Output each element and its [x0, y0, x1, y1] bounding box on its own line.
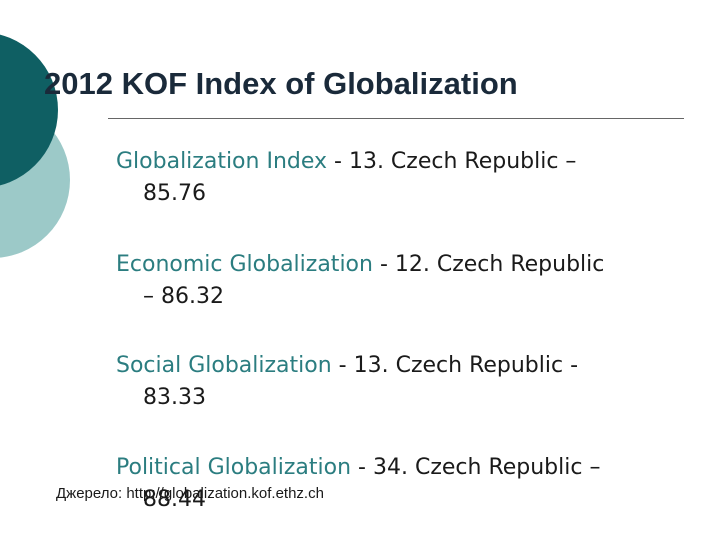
bullet-value: – 86.32	[143, 284, 224, 309]
slide-title: 2012 KOF Index of Globalization	[44, 66, 518, 101]
bullet-value: 88.44	[143, 487, 206, 512]
bullet-economic-globalization: Economic Globalization - 12. Czech Repub…	[116, 249, 686, 313]
decorative-circles	[0, 34, 70, 258]
bullet-label: Political Globalization	[116, 455, 352, 480]
bullet-label: Economic Globalization	[116, 252, 373, 277]
bullet-rank: - 13. Czech Republic -	[331, 353, 579, 378]
bullet-social-globalization: Social Globalization - 13. Czech Republi…	[116, 350, 686, 414]
bullet-rank: - 34. Czech Republic –	[351, 455, 601, 480]
bullet-label: Globalization Index	[116, 149, 328, 174]
decorative-circle-dark	[0, 34, 58, 186]
title-divider	[108, 118, 684, 119]
bullet-label: Social Globalization	[116, 353, 332, 378]
bullet-globalization-index: Globalization Index - 13. Czech Republic…	[116, 146, 686, 210]
bullet-value: 83.33	[143, 385, 206, 410]
bullet-rank: - 12. Czech Republic	[372, 252, 605, 277]
bullet-rank: - 13. Czech Republic –	[327, 149, 577, 174]
source-note: Джерело: http://globalization.kof.ethz.c…	[56, 485, 324, 502]
bullet-political-globalization: Political Globalization - 34. Czech Repu…	[116, 452, 686, 516]
bullet-value: 85.76	[143, 181, 206, 206]
